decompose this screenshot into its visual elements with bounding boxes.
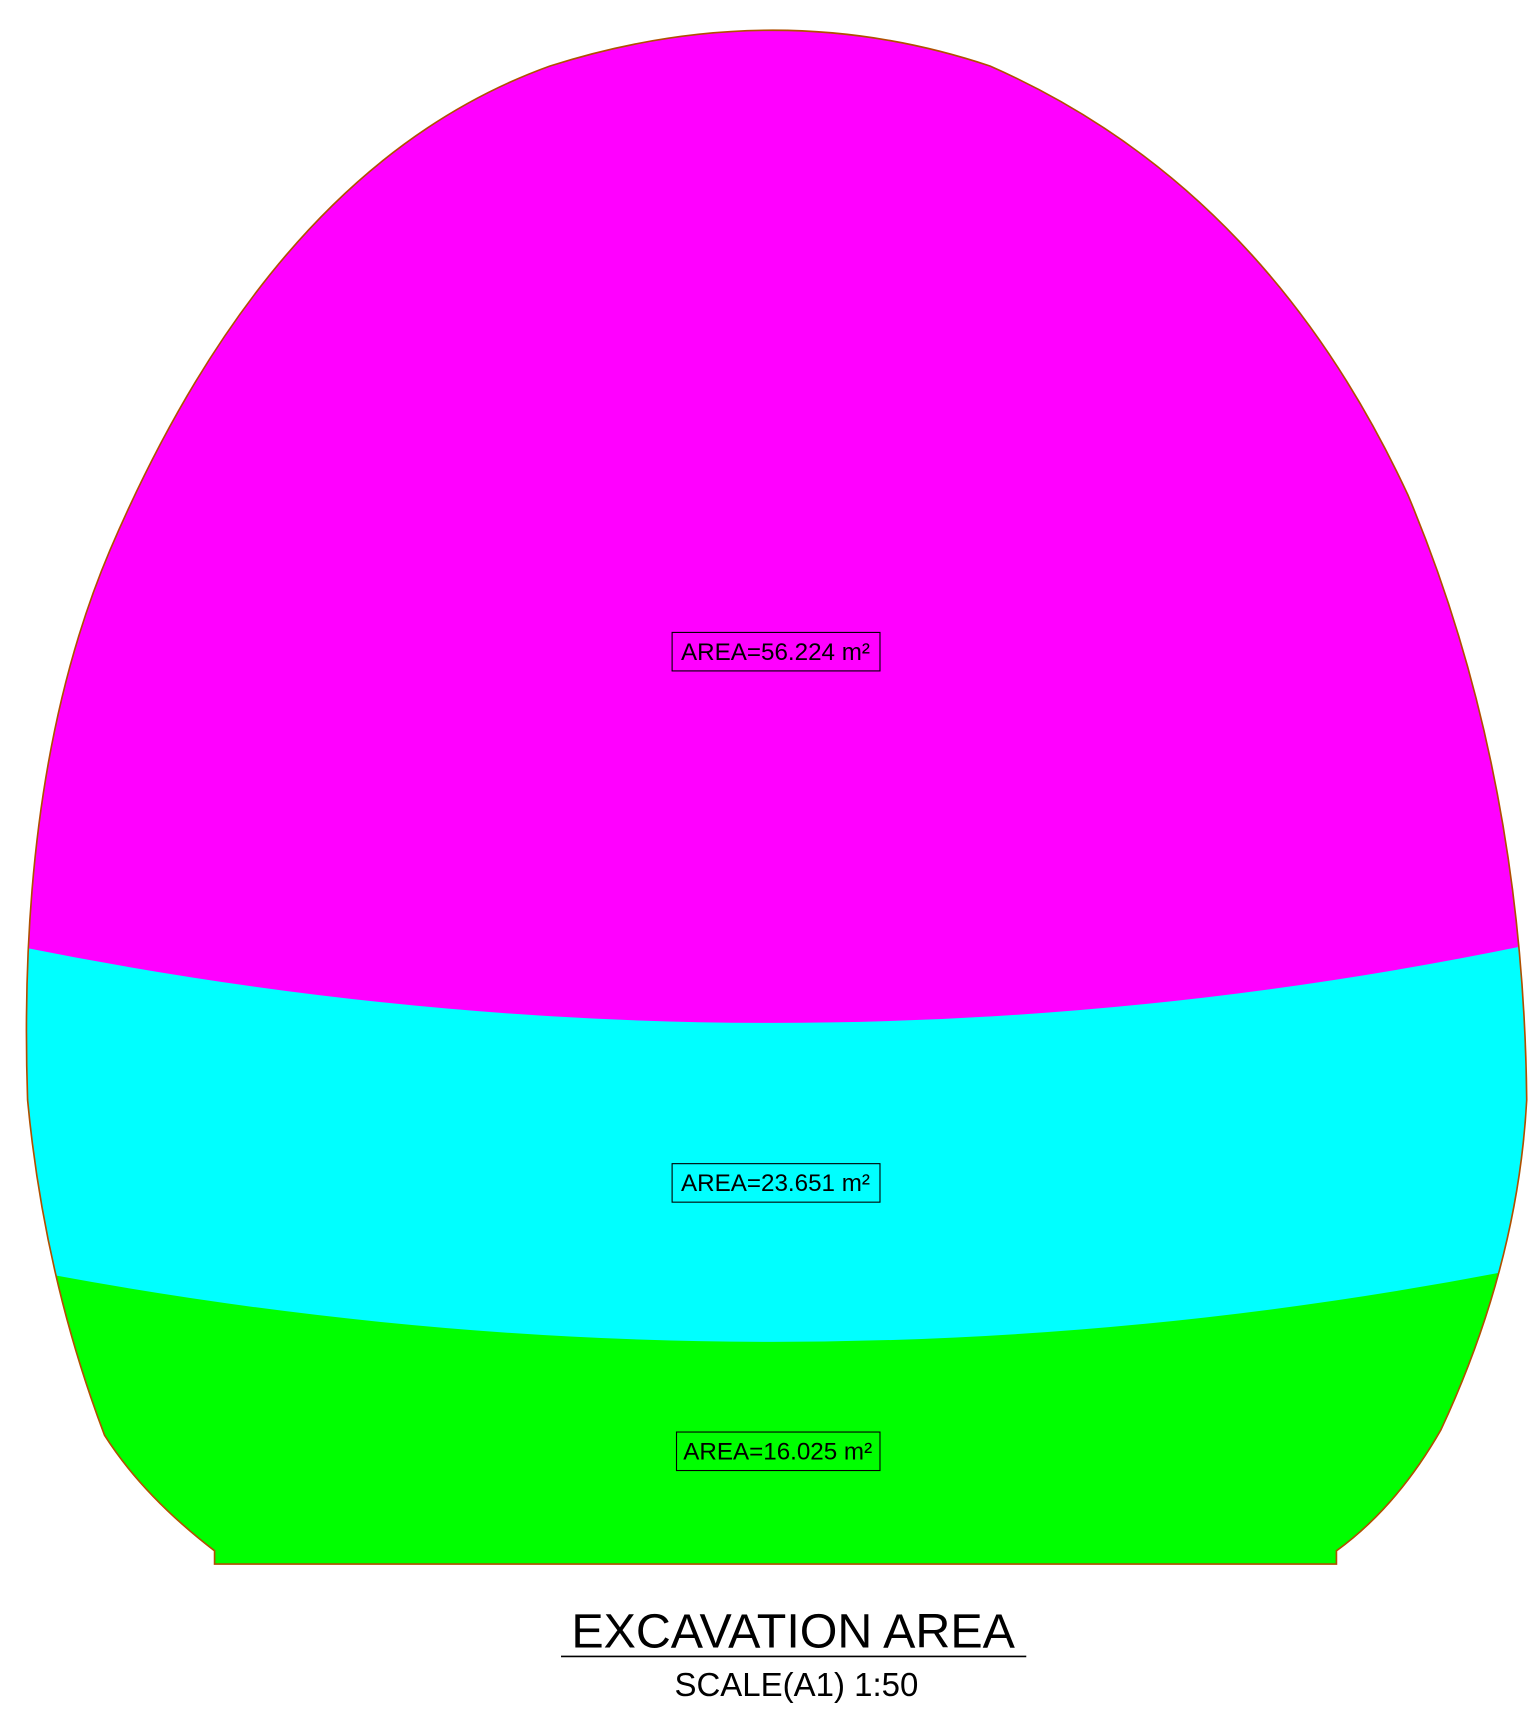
area-label: AREA=56.224 m²: [681, 639, 870, 666]
outline: [25, 29, 1528, 1565]
crown-region: [26, 30, 1527, 1023]
subtitle: SCALE(A1) 1:50: [674, 1666, 918, 1703]
title: EXCAVATION AREA: [571, 1605, 1015, 1659]
label-box: [671, 631, 881, 672]
label-box: [675, 1431, 881, 1472]
label-box: [671, 1163, 881, 1203]
area-label: AREA=23.651 m²: [681, 1170, 870, 1197]
excavation-section: [26, 30, 1527, 1565]
area-label: AREA=16.025 m²: [683, 1439, 872, 1466]
